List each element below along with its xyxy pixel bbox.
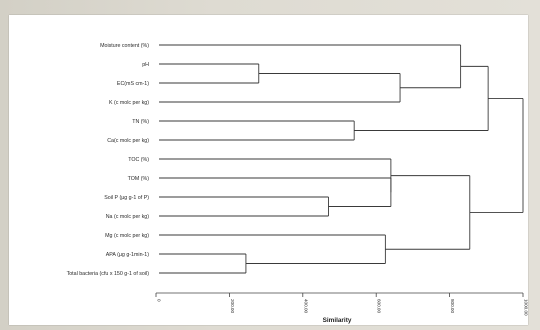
leaf-labels: Moisture content (%) pH EC(mS cm-1) K (c mo…: [67, 43, 150, 277]
x-axis-title: Similarity: [323, 317, 352, 324]
x-axis-tick-label: 400.00: [303, 299, 308, 313]
x-axis-tick-label: 1000.00: [524, 299, 529, 316]
dendrogram-edges: [159, 44, 524, 274]
x-axis-tick-label: 0: [157, 299, 162, 302]
leaf-label: Moisture content (%): [100, 43, 149, 49]
leaf-label: Soil P (µg g-1 of P): [104, 195, 149, 201]
leaf-label: Na (c molc per kg): [106, 214, 150, 220]
x-axis-tick-label: 800.00: [450, 299, 455, 313]
leaf-label: Mg (c molc per kg): [105, 233, 149, 239]
x-axis-tick-label: 200.00: [230, 299, 235, 313]
dendrogram-chart: Moisture content (%) pH EC(mS cm-1) K (c mo…: [67, 43, 529, 324]
x-axis-ticks: 0 200.00 400.00 600.00 800.00 1000.00: [155, 293, 529, 316]
leaf-label: Ca(c molc per kg): [107, 138, 149, 144]
x-axis-tick-label: 600.00: [377, 299, 382, 313]
leaf-label: pH: [142, 62, 149, 68]
leaf-label: TN (%): [132, 119, 149, 125]
leaf-label: K (c molc per kg): [109, 100, 149, 106]
leaf-label: APA (µg g-1min-1): [106, 252, 150, 258]
leaf-label: TOM (%): [128, 176, 150, 182]
figure-panel: Moisture content (%) pH EC(mS cm-1) K (c mo…: [9, 15, 528, 325]
leaf-label: EC(mS cm-1): [117, 81, 149, 87]
leaf-label: TOC (%): [128, 157, 149, 163]
x-axis: 0 200.00 400.00 600.00 800.00 1000.00 Similar…: [155, 292, 529, 324]
leaf-label: Total bacteria (cfu x 150 g-1 of soil): [67, 271, 150, 277]
